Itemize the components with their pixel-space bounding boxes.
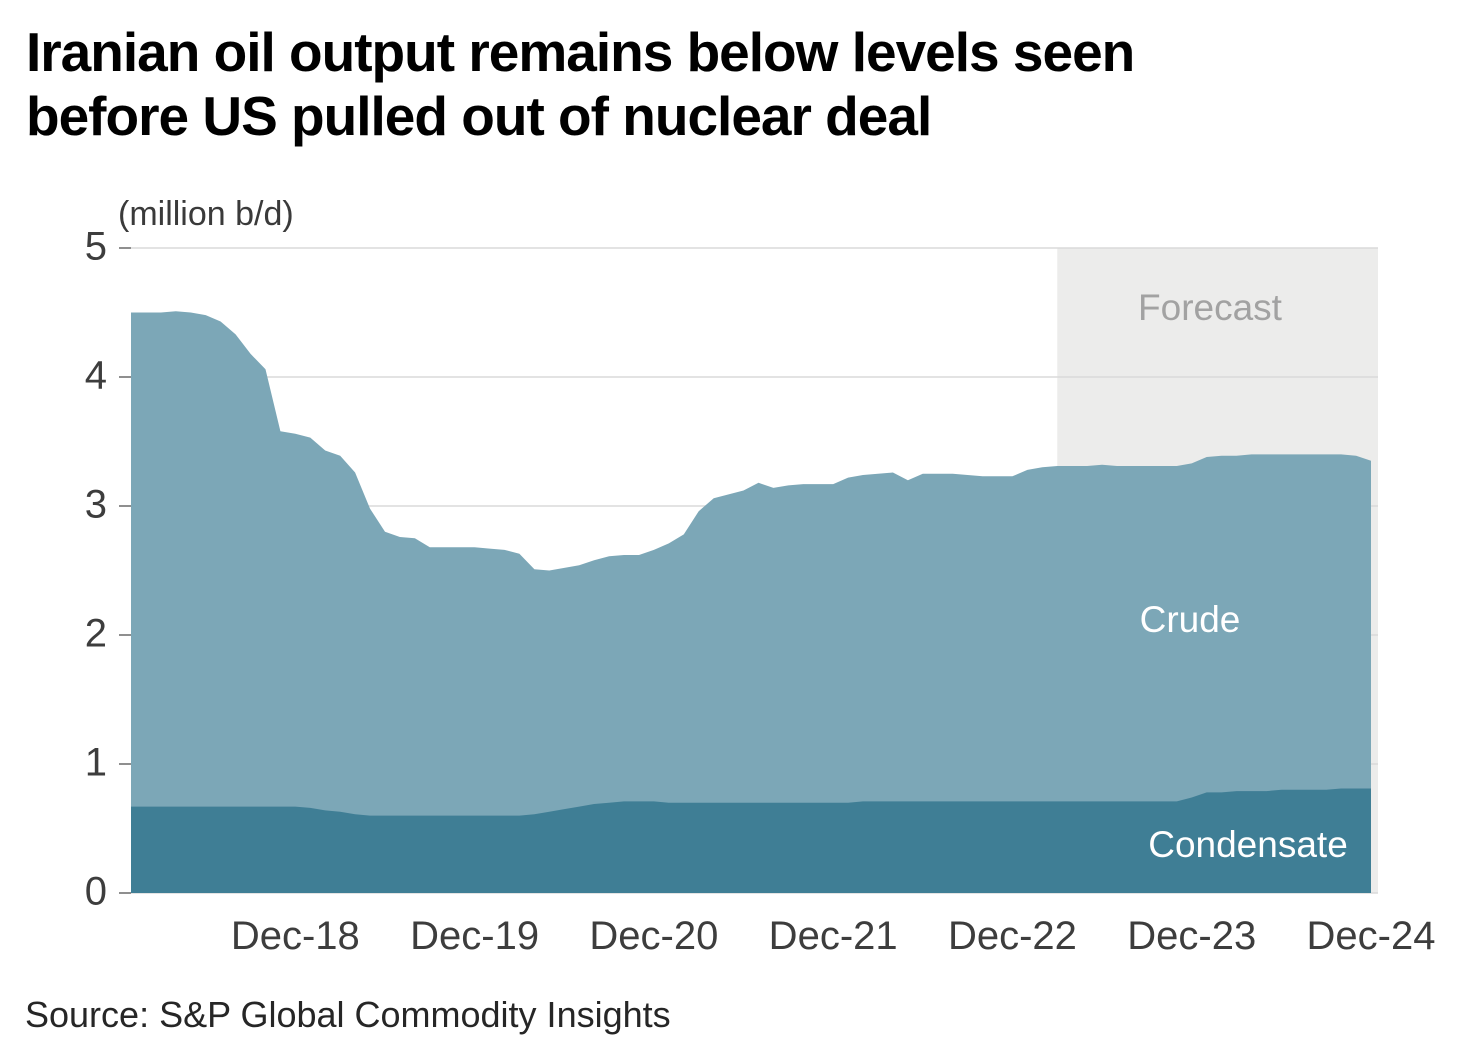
x-axis-labels: Dec-18 Dec-19 Dec-20 Dec-21 Dec-22 Dec-23 Dec-… <box>0 914 1468 964</box>
x-axis-tick-label: Dec-18 <box>230 914 360 958</box>
y-axis-tick-label-5: 5 <box>84 224 107 269</box>
condensate-area-label: Condensate <box>1148 824 1348 865</box>
x-axis-tick-label: Dec-21 <box>768 914 898 958</box>
y-axis-tick-label-0: 0 <box>84 869 107 914</box>
x-axis-tick-label: Dec-24 <box>1306 914 1436 958</box>
page-title: Iranian oil output remains below levels … <box>26 20 1426 148</box>
y-axis-tick-label-4: 4 <box>84 353 107 398</box>
x-axis-tick-label: Dec-20 <box>589 914 719 958</box>
x-axis-tick-label: Dec-22 <box>947 914 1077 958</box>
y-axis-unit-label: (million b/d) <box>118 195 294 233</box>
page-title-line-1: Iranian oil output remains below levels … <box>26 21 1135 83</box>
y-axis-labels: 0 1 2 3 4 5 <box>0 0 107 1052</box>
crude-area-label: Crude <box>1139 599 1241 640</box>
area-crude <box>131 311 1371 893</box>
x-axis-tick-label: Dec-19 <box>410 914 540 958</box>
y-axis-tick-label-1: 1 <box>84 740 107 785</box>
forecast-label: Forecast <box>1138 287 1282 328</box>
area-condensate <box>131 788 1371 893</box>
source-note: Source: S&P Global Commodity Insights <box>25 994 671 1035</box>
y-axis-tick-label-2: 2 <box>84 611 107 656</box>
x-axis-tick-label: Dec-23 <box>1127 914 1257 958</box>
page-title-line-2: before US pulled out of nuclear deal <box>26 85 932 147</box>
y-axis-tick-label-3: 3 <box>84 482 107 527</box>
